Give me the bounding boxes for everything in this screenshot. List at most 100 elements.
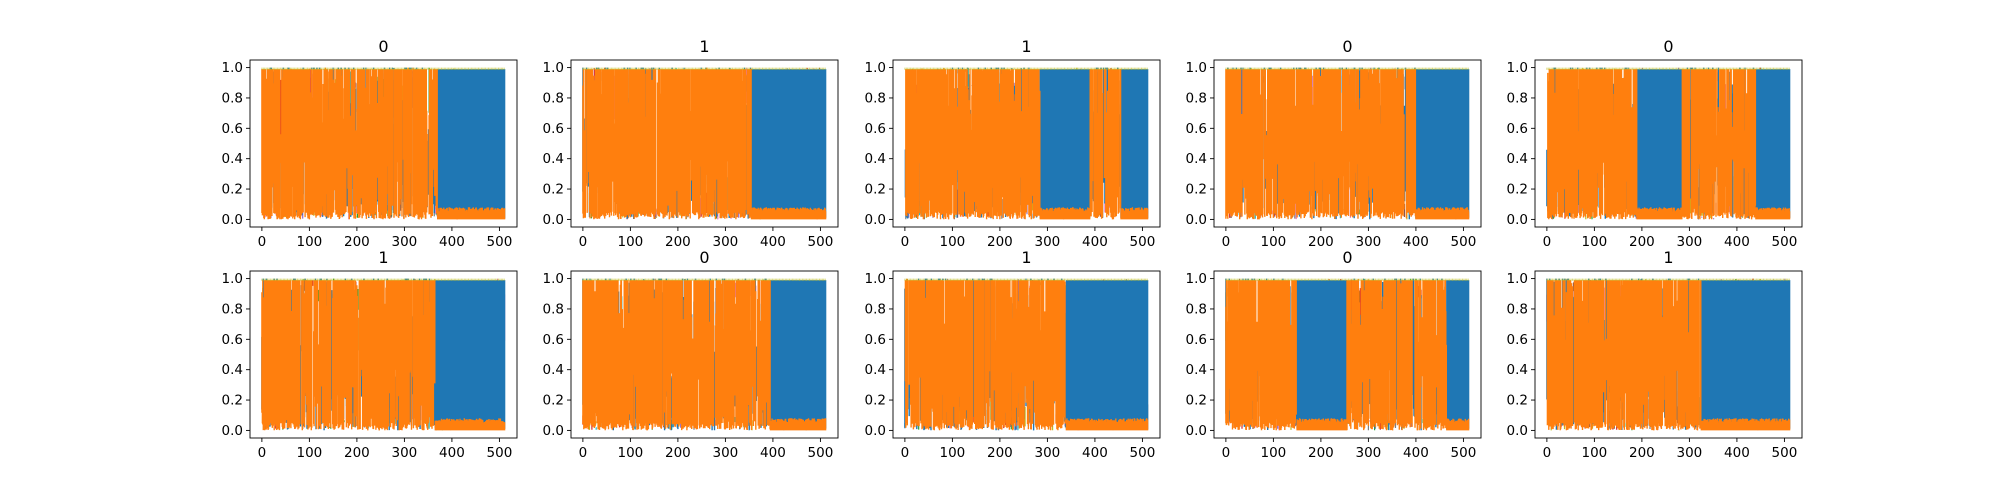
y-tick-label: 0.2 bbox=[222, 393, 243, 409]
y-tick-label: 0.6 bbox=[222, 121, 243, 137]
x-tick-label: 300 bbox=[392, 234, 418, 250]
y-tick-label: 0.2 bbox=[222, 182, 243, 198]
x-tick-label: 0 bbox=[579, 234, 588, 250]
x-tick-label: 300 bbox=[1677, 234, 1703, 250]
x-tick-label: 100 bbox=[617, 234, 643, 250]
subplot-8: 0.0 0.2 0.4 0.6 0.8 1.0 0 100 200 300 400 500 0 bbox=[1186, 248, 1482, 461]
subplot-title: 0 bbox=[1663, 37, 1673, 56]
y-tick-label: 0.8 bbox=[1186, 90, 1207, 106]
x-tick-label: 400 bbox=[1082, 445, 1108, 461]
series-top-band bbox=[582, 278, 826, 281]
plot-area bbox=[261, 67, 506, 220]
y-tick-label: 0.0 bbox=[543, 212, 564, 228]
x-tick-label: 500 bbox=[1451, 234, 1477, 250]
x-tick-label: 0 bbox=[1222, 234, 1231, 250]
y-tick-label: 0.4 bbox=[1507, 151, 1528, 167]
plot-area bbox=[1225, 67, 1470, 220]
x-tick-label: 300 bbox=[1677, 445, 1703, 461]
y-tick-label: 0.8 bbox=[1507, 90, 1528, 106]
x-tick-label: 100 bbox=[296, 234, 322, 250]
subplot-title: 0 bbox=[1342, 37, 1352, 56]
y-tick-label: 0.6 bbox=[865, 121, 886, 137]
y-tick-label: 0.2 bbox=[1186, 393, 1207, 409]
plot-area bbox=[582, 67, 827, 220]
y-tick-label: 0.8 bbox=[865, 90, 886, 106]
y-tick-label: 0.6 bbox=[1186, 121, 1207, 137]
axes-frame bbox=[1213, 59, 1482, 228]
subplot-4: 0.0 0.2 0.4 0.6 0.8 1.0 0 100 200 300 400 500 0 bbox=[1507, 37, 1803, 250]
y-tick-label: 0.0 bbox=[865, 423, 886, 439]
y-tick-label: 0.0 bbox=[1186, 423, 1207, 439]
axes-frame bbox=[1213, 270, 1482, 439]
subplot-2: 0.0 0.2 0.4 0.6 0.8 1.0 0 100 200 300 400 500 1 bbox=[865, 37, 1161, 250]
y-tick-label: 0.4 bbox=[865, 362, 886, 378]
y-tick-label: 1.0 bbox=[222, 271, 243, 287]
x-tick-label: 500 bbox=[1130, 234, 1156, 250]
x-tick-label: 200 bbox=[1308, 445, 1334, 461]
series-orange bbox=[1546, 280, 1791, 431]
y-tick-label: 1.0 bbox=[543, 271, 564, 287]
x-tick-label: 100 bbox=[939, 234, 965, 250]
x-tick-label: 200 bbox=[665, 445, 691, 461]
subplot-1: 0.0 0.2 0.4 0.6 0.8 1.0 0 100 200 300 400 500 1 bbox=[543, 37, 839, 250]
y-tick-label: 0.0 bbox=[865, 212, 886, 228]
y-tick-label: 0.8 bbox=[222, 301, 243, 317]
y-tick-label: 0.8 bbox=[865, 301, 886, 317]
x-tick-label: 400 bbox=[760, 234, 786, 250]
x-tick-label: 500 bbox=[487, 234, 513, 250]
subplot-title: 1 bbox=[1663, 248, 1673, 267]
y-tick-label: 0.2 bbox=[865, 393, 886, 409]
subplot-7: 0.0 0.2 0.4 0.6 0.8 1.0 0 100 200 300 400 500 1 bbox=[865, 248, 1161, 461]
x-tick-label: 400 bbox=[1082, 234, 1108, 250]
series-orange bbox=[1225, 69, 1470, 220]
series-orange bbox=[261, 67, 506, 220]
x-tick-label: 0 bbox=[1543, 234, 1552, 250]
y-tick-label: 0.0 bbox=[222, 212, 243, 228]
subplot-6: 0.0 0.2 0.4 0.6 0.8 1.0 0 100 200 300 400 500 0 bbox=[543, 248, 839, 461]
y-tick-label: 0.2 bbox=[543, 182, 564, 198]
x-tick-label: 100 bbox=[1581, 445, 1607, 461]
series-top-band bbox=[1225, 67, 1469, 70]
x-tick-label: 300 bbox=[713, 445, 739, 461]
axes-frame bbox=[892, 59, 1161, 228]
x-tick-label: 0 bbox=[1222, 445, 1231, 461]
x-tick-label: 300 bbox=[1035, 445, 1061, 461]
x-tick-label: 500 bbox=[1130, 445, 1156, 461]
plot-area bbox=[1546, 278, 1791, 431]
y-tick-label: 0.4 bbox=[543, 151, 564, 167]
y-tick-label: 1.0 bbox=[1186, 60, 1207, 76]
y-tick-label: 0.4 bbox=[222, 151, 243, 167]
subplot-title: 0 bbox=[378, 37, 388, 56]
x-tick-label: 500 bbox=[1451, 445, 1477, 461]
x-tick-label: 300 bbox=[392, 445, 418, 461]
x-tick-label: 0 bbox=[258, 445, 267, 461]
x-tick-label: 0 bbox=[901, 445, 910, 461]
y-tick-label: 0.6 bbox=[865, 332, 886, 348]
plot-area bbox=[1225, 278, 1470, 431]
x-tick-label: 200 bbox=[1308, 234, 1334, 250]
x-tick-label: 200 bbox=[1629, 445, 1655, 461]
plot-area bbox=[261, 278, 506, 431]
y-tick-label: 0.4 bbox=[1186, 151, 1207, 167]
x-tick-label: 100 bbox=[1581, 234, 1607, 250]
y-tick-label: 0.2 bbox=[865, 182, 886, 198]
series-top-band bbox=[1546, 278, 1790, 281]
y-tick-label: 0.4 bbox=[865, 151, 886, 167]
subplot-title: 0 bbox=[699, 248, 709, 267]
series-orange bbox=[904, 278, 1149, 431]
x-tick-label: 300 bbox=[1035, 234, 1061, 250]
axes-frame bbox=[892, 270, 1161, 439]
y-tick-label: 1.0 bbox=[222, 60, 243, 76]
series-orange bbox=[1225, 279, 1470, 431]
series-orange bbox=[905, 68, 1149, 220]
subplot-3: 0.0 0.2 0.4 0.6 0.8 1.0 0 100 200 300 400 500 0 bbox=[1186, 37, 1482, 250]
subplot-0: 0.0 0.2 0.4 0.6 0.8 1.0 0 100 200 300 400 500 0 bbox=[222, 37, 518, 250]
series-top-band bbox=[261, 278, 505, 281]
x-tick-label: 400 bbox=[1724, 445, 1750, 461]
y-tick-label: 1.0 bbox=[865, 60, 886, 76]
y-tick-label: 0.4 bbox=[1507, 362, 1528, 378]
y-tick-label: 1.0 bbox=[865, 271, 886, 287]
axes-frame bbox=[570, 59, 839, 228]
subplot-9: 0.0 0.2 0.4 0.6 0.8 1.0 0 100 200 300 400 500 1 bbox=[1507, 248, 1803, 461]
